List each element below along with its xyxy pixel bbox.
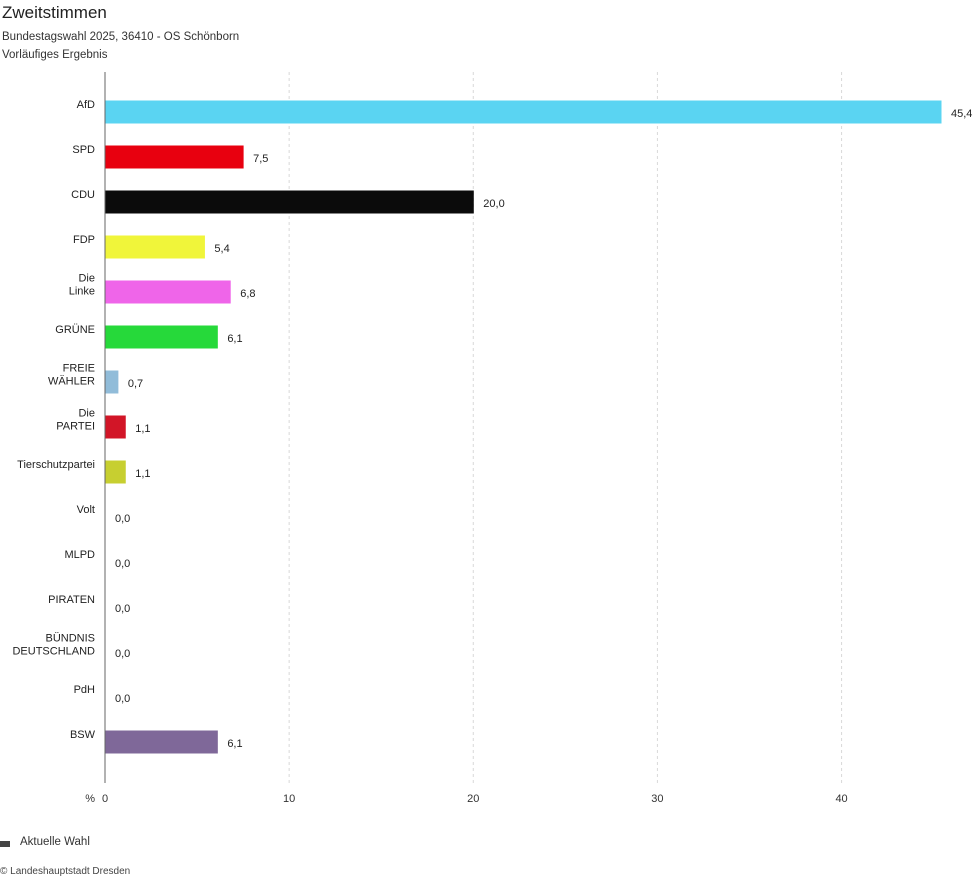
- value-label: 0,0: [115, 558, 130, 570]
- category-label: GRÜNE: [55, 324, 95, 336]
- bar: [105, 145, 244, 169]
- value-label: 0,0: [115, 603, 130, 615]
- bar: [105, 235, 205, 259]
- value-label: 1,1: [135, 468, 150, 480]
- category-label: Die: [78, 408, 95, 420]
- bar-chart: 0 10 20 30 40%AfD45,4SPD7,5CDU20,0FDP5,4DieL…: [12, 72, 972, 805]
- value-label: 0,0: [115, 648, 130, 660]
- category-label: PdH: [74, 684, 95, 696]
- category-label: SPD: [72, 144, 95, 156]
- value-label: 5,4: [214, 243, 229, 255]
- value-label: 7,5: [253, 153, 268, 165]
- category-label: Tierschutzpartei: [17, 459, 95, 471]
- value-label: 6,1: [227, 738, 242, 750]
- category-label: MLPD: [64, 549, 95, 561]
- x-tick-label: 30: [651, 793, 663, 805]
- value-label: 6,1: [227, 333, 242, 345]
- x-tick-label: 0: [102, 793, 108, 805]
- category-label: PARTEI: [56, 421, 95, 433]
- legend[interactable]: Aktuelle Wahl: [0, 836, 90, 848]
- value-label: 6,8: [240, 288, 255, 300]
- value-label: 45,4: [951, 108, 972, 120]
- value-label: 20,0: [483, 198, 504, 210]
- category-label: PIRATEN: [48, 594, 95, 606]
- category-label: DEUTSCHLAND: [12, 646, 95, 658]
- x-tick-label: 40: [835, 793, 847, 805]
- chart-subtitle: Bundestagswahl 2025, 36410 - OS Schönbor…: [2, 31, 240, 43]
- bar: [105, 370, 119, 394]
- category-label: WÄHLER: [48, 376, 95, 388]
- bar: [105, 280, 231, 304]
- legend-label: Aktuelle Wahl: [20, 836, 90, 848]
- bar: [105, 325, 218, 349]
- category-label: BSW: [70, 729, 96, 741]
- category-label: CDU: [71, 189, 95, 201]
- bar: [105, 415, 126, 439]
- value-label: 0,0: [115, 513, 130, 525]
- bar: [105, 100, 942, 124]
- x-axis-unit-label: %: [85, 793, 95, 805]
- chart-title: Zweitstimmen: [2, 3, 107, 22]
- value-label: 0,0: [115, 693, 130, 705]
- category-label: BÜNDNIS: [45, 633, 95, 645]
- x-tick-label: 10: [283, 793, 295, 805]
- legend-swatch: [0, 841, 10, 847]
- category-label: Die: [78, 273, 95, 285]
- chart-result-status: Vorläufiges Ergebnis: [2, 49, 108, 61]
- bar: [105, 190, 474, 214]
- bar: [105, 730, 218, 754]
- value-label: 0,7: [128, 378, 143, 390]
- value-label: 1,1: [135, 423, 150, 435]
- copyright-notice: © Landeshauptstadt Dresden: [0, 866, 131, 877]
- category-label: Volt: [77, 504, 95, 516]
- category-label: AfD: [77, 99, 95, 111]
- category-label: FDP: [73, 234, 95, 246]
- x-tick-label: 20: [467, 793, 479, 805]
- category-label: FREIE: [63, 363, 95, 375]
- category-label: Linke: [69, 286, 95, 298]
- bar: [105, 460, 126, 484]
